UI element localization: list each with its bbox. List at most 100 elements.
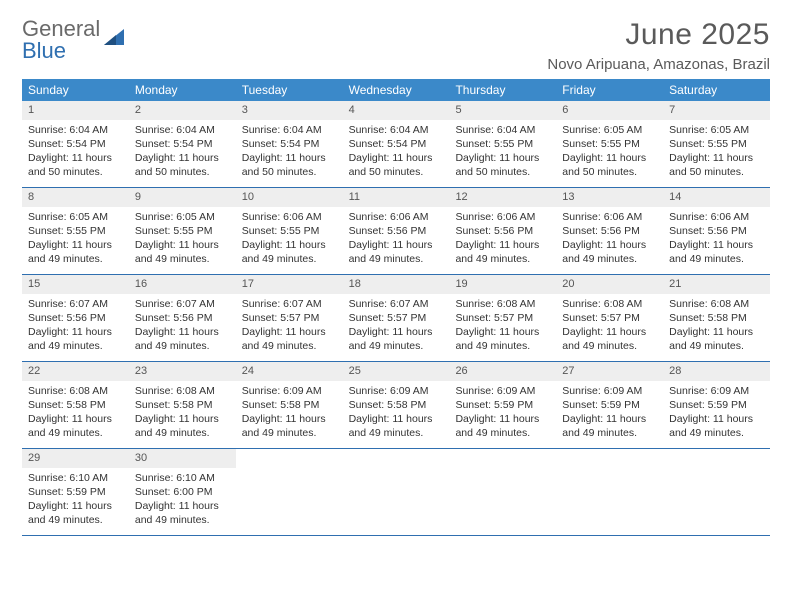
sunrise-text: Sunrise: 6:05 AM — [562, 123, 657, 137]
day-body: Sunrise: 6:06 AMSunset: 5:55 PMDaylight:… — [236, 207, 343, 273]
day-cell: 7 Sunrise: 6:05 AMSunset: 5:55 PMDaylight… — [663, 101, 770, 187]
day-body: Sunrise: 6:08 AMSunset: 5:57 PMDaylight:… — [449, 294, 556, 360]
sunset-text: Sunset: 5:58 PM — [669, 311, 764, 325]
day-cell: 1Sunrise: 6:04 AMSunset: 5:54 PMDaylight… — [22, 101, 129, 187]
day-cell: 3Sunrise: 6:04 AMSunset: 5:54 PMDaylight… — [236, 101, 343, 187]
sunset-text: Sunset: 5:59 PM — [669, 398, 764, 412]
logo-text: General Blue — [22, 18, 100, 62]
sunrise-text: Sunrise: 6:06 AM — [242, 210, 337, 224]
daylight-text: Daylight: 11 hours and 49 minutes. — [135, 325, 230, 353]
week-row: 15Sunrise: 6:07 AMSunset: 5:56 PMDayligh… — [22, 275, 770, 362]
day-header-row: Sunday Monday Tuesday Wednesday Thursday… — [22, 79, 770, 101]
day-body: Sunrise: 6:06 AMSunset: 5:56 PMDaylight:… — [556, 207, 663, 273]
day-cell: 11Sunrise: 6:06 AMSunset: 5:56 PMDayligh… — [343, 188, 450, 274]
sunset-text: Sunset: 5:59 PM — [562, 398, 657, 412]
sunset-text: Sunset: 5:58 PM — [242, 398, 337, 412]
location: Novo Aripuana, Amazonas, Brazil — [547, 56, 770, 73]
day-cell: 8Sunrise: 6:05 AMSunset: 5:55 PMDaylight… — [22, 188, 129, 274]
day-cell: 15Sunrise: 6:07 AMSunset: 5:56 PMDayligh… — [22, 275, 129, 361]
daylight-text: Daylight: 11 hours and 49 minutes. — [349, 325, 444, 353]
sunset-text: Sunset: 5:56 PM — [669, 224, 764, 238]
day-body: Sunrise: 6:08 AMSunset: 5:58 PMDaylight:… — [22, 381, 129, 447]
day-cell: 2Sunrise: 6:04 AMSunset: 5:54 PMDaylight… — [129, 101, 236, 187]
sunset-text: Sunset: 5:56 PM — [28, 311, 123, 325]
day-number: 1 — [22, 101, 129, 120]
day-cell: 29Sunrise: 6:10 AMSunset: 5:59 PMDayligh… — [22, 449, 129, 535]
sunset-text: Sunset: 5:55 PM — [242, 224, 337, 238]
daylight-text: Daylight: 11 hours and 50 minutes. — [242, 151, 337, 179]
daylight-text: Daylight: 11 hours and 49 minutes. — [562, 238, 657, 266]
day-number: 7 — [663, 101, 770, 120]
daylight-text: Daylight: 11 hours and 50 minutes. — [669, 151, 764, 179]
day-number: 5 — [449, 101, 556, 120]
day-body: Sunrise: 6:07 AMSunset: 5:57 PMDaylight:… — [343, 294, 450, 360]
day-body: Sunrise: 6:04 AMSunset: 5:54 PMDaylight:… — [129, 120, 236, 186]
day-number: 4 — [343, 101, 450, 120]
day-cell: 18Sunrise: 6:07 AMSunset: 5:57 PMDayligh… — [343, 275, 450, 361]
sunset-text: Sunset: 5:54 PM — [28, 137, 123, 151]
sunset-text: Sunset: 5:54 PM — [349, 137, 444, 151]
sunset-text: Sunset: 5:57 PM — [562, 311, 657, 325]
daylight-text: Daylight: 11 hours and 49 minutes. — [28, 499, 123, 527]
day-header-tue: Tuesday — [236, 79, 343, 101]
sunrise-text: Sunrise: 6:07 AM — [349, 297, 444, 311]
sunset-text: Sunset: 5:56 PM — [135, 311, 230, 325]
day-body: Sunrise: 6:09 AMSunset: 5:58 PMDaylight:… — [236, 381, 343, 447]
day-number: 26 — [449, 362, 556, 381]
sunrise-text: Sunrise: 6:05 AM — [135, 210, 230, 224]
day-cell: 21Sunrise: 6:08 AMSunset: 5:58 PMDayligh… — [663, 275, 770, 361]
day-cell: 22Sunrise: 6:08 AMSunset: 5:58 PMDayligh… — [22, 362, 129, 448]
week-row: 1Sunrise: 6:04 AMSunset: 5:54 PMDaylight… — [22, 101, 770, 188]
sunrise-text: Sunrise: 6:07 AM — [135, 297, 230, 311]
sunrise-text: Sunrise: 6:05 AM — [669, 123, 764, 137]
day-number: 22 — [22, 362, 129, 381]
day-cell: 10Sunrise: 6:06 AMSunset: 5:55 PMDayligh… — [236, 188, 343, 274]
day-cell: 30Sunrise: 6:10 AMSunset: 6:00 PMDayligh… — [129, 449, 236, 535]
sunset-text: Sunset: 5:59 PM — [455, 398, 550, 412]
daylight-text: Daylight: 11 hours and 49 minutes. — [28, 325, 123, 353]
sunrise-text: Sunrise: 6:08 AM — [28, 384, 123, 398]
day-cell: 24Sunrise: 6:09 AMSunset: 5:58 PMDayligh… — [236, 362, 343, 448]
sunrise-text: Sunrise: 6:06 AM — [455, 210, 550, 224]
day-number: 30 — [129, 449, 236, 468]
day-number: 18 — [343, 275, 450, 294]
logo-part2: Blue — [22, 38, 66, 63]
daylight-text: Daylight: 11 hours and 50 minutes. — [455, 151, 550, 179]
sunset-text: Sunset: 5:55 PM — [135, 224, 230, 238]
weeks-container: 1Sunrise: 6:04 AMSunset: 5:54 PMDaylight… — [22, 101, 770, 536]
day-header-thu: Thursday — [449, 79, 556, 101]
sunset-text: Sunset: 5:55 PM — [562, 137, 657, 151]
day-body: Sunrise: 6:06 AMSunset: 5:56 PMDaylight:… — [663, 207, 770, 273]
sunset-text: Sunset: 5:58 PM — [349, 398, 444, 412]
week-row: 29Sunrise: 6:10 AMSunset: 5:59 PMDayligh… — [22, 449, 770, 536]
day-body: Sunrise: 6:05 AMSunset: 5:55 PMDaylight:… — [129, 207, 236, 273]
day-cell: 4Sunrise: 6:04 AMSunset: 5:54 PMDaylight… — [343, 101, 450, 187]
day-number: 17 — [236, 275, 343, 294]
sunrise-text: Sunrise: 6:09 AM — [349, 384, 444, 398]
daylight-text: Daylight: 11 hours and 49 minutes. — [242, 412, 337, 440]
sunset-text: Sunset: 5:54 PM — [242, 137, 337, 151]
sunset-text: Sunset: 5:57 PM — [455, 311, 550, 325]
daylight-text: Daylight: 11 hours and 49 minutes. — [28, 238, 123, 266]
day-body: Sunrise: 6:04 AMSunset: 5:54 PMDaylight:… — [236, 120, 343, 186]
sunset-text: Sunset: 5:58 PM — [28, 398, 123, 412]
day-header-wed: Wednesday — [343, 79, 450, 101]
day-cell: 26Sunrise: 6:09 AMSunset: 5:59 PMDayligh… — [449, 362, 556, 448]
header: General Blue June 2025 Novo Aripuana, Am… — [22, 18, 770, 73]
day-cell: 17Sunrise: 6:07 AMSunset: 5:57 PMDayligh… — [236, 275, 343, 361]
day-cell — [556, 449, 663, 535]
day-body: Sunrise: 6:10 AMSunset: 5:59 PMDaylight:… — [22, 468, 129, 534]
sunset-text: Sunset: 5:55 PM — [669, 137, 764, 151]
day-body: Sunrise: 6:05 AMSunset: 5:55 PMDaylight:… — [22, 207, 129, 273]
day-cell — [343, 449, 450, 535]
day-body: Sunrise: 6:06 AMSunset: 5:56 PMDaylight:… — [449, 207, 556, 273]
day-number: 16 — [129, 275, 236, 294]
day-number: 2 — [129, 101, 236, 120]
sunset-text: Sunset: 5:54 PM — [135, 137, 230, 151]
sunrise-text: Sunrise: 6:09 AM — [669, 384, 764, 398]
sunset-text: Sunset: 5:57 PM — [349, 311, 444, 325]
day-number: 13 — [556, 188, 663, 207]
day-body: Sunrise: 6:08 AMSunset: 5:58 PMDaylight:… — [663, 294, 770, 360]
sunrise-text: Sunrise: 6:08 AM — [455, 297, 550, 311]
day-cell: 12Sunrise: 6:06 AMSunset: 5:56 PMDayligh… — [449, 188, 556, 274]
